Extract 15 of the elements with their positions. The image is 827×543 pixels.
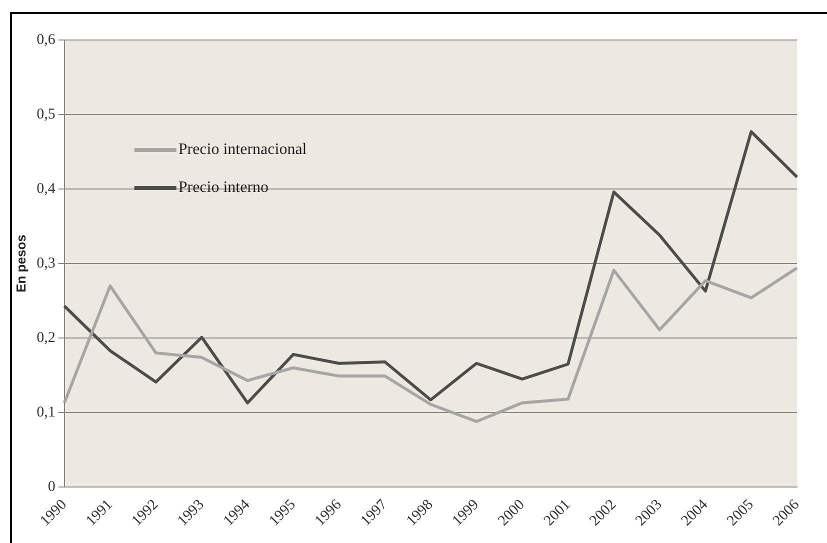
x-tick-label: 1992 xyxy=(129,496,162,530)
y-tick-label: 0,6 xyxy=(36,32,56,48)
y-tick-label: 0,5 xyxy=(36,106,56,122)
y-tick-label: 0,2 xyxy=(36,330,56,346)
y-tick-label: 0 xyxy=(48,478,56,495)
legend-label: Precio internacional xyxy=(178,141,308,158)
x-tick-label: 1993 xyxy=(174,496,208,530)
y-tick-label: 0,4 xyxy=(36,180,56,197)
y-tick-label: 0,3 xyxy=(36,255,56,272)
x-tick-label: 1999 xyxy=(450,496,482,530)
x-tick-label: 1990 xyxy=(37,496,70,530)
y-tick-label: 0,1 xyxy=(36,404,56,420)
x-tick-label: 1991 xyxy=(83,496,116,530)
y-axis-title: En pesos xyxy=(13,234,28,292)
legend-label: Precio interno xyxy=(178,179,269,196)
